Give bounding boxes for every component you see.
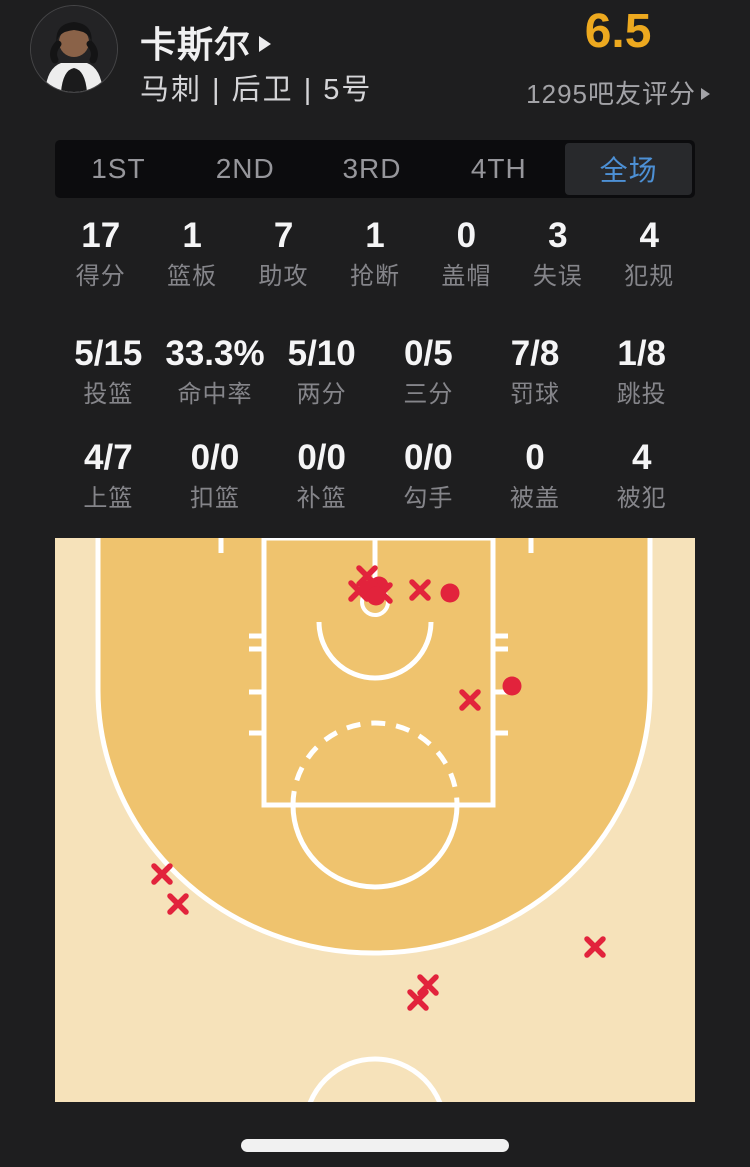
shot-miss-x (407, 989, 429, 1011)
quarter-tabbar: 1ST 2ND 3RD 4TH 全场 (55, 140, 695, 198)
stat-rebounds: 1 篮板 (167, 216, 218, 290)
shot-miss-x (356, 565, 378, 587)
avatar[interactable] (30, 5, 118, 93)
stat-turnovers: 3 失误 (532, 216, 583, 290)
shot-miss-x (459, 689, 481, 711)
tab-3rd[interactable]: 3RD (342, 153, 402, 184)
tab-1st[interactable]: 1ST (91, 153, 146, 184)
stat-dunk: 0/0 扣篮 (190, 438, 240, 512)
stat-steals: 1 抢断 (349, 216, 400, 290)
player-header: 卡斯尔 马刺 | 后卫 | 5号 6.5 1295吧友评分 (0, 0, 750, 130)
lane-rectangle (261, 535, 496, 808)
shot-chart (55, 535, 695, 1167)
stats-row-shot-types: 4/7 上篮 0/0 扣篮 0/0 补篮 0/0 勾手 0 被盖 4 被犯 (55, 436, 695, 518)
rating-count-link[interactable]: 1295吧友评分 (526, 74, 710, 111)
right-triangle-icon (701, 87, 710, 100)
right-triangle-icon (259, 36, 272, 52)
shot-make-dot (440, 583, 460, 603)
rating-block: 6.5 1295吧友评分 (526, 6, 710, 111)
shot-marks-layer (151, 565, 606, 1011)
lane-hashes-right (493, 633, 508, 736)
tab-4th[interactable]: 4TH (470, 153, 527, 184)
free-throw-circle-solid (290, 804, 460, 890)
stats-row-shooting: 5/15 投篮 33.3% 命中率 5/10 两分 0/5 三分 7/8 罚球 1/8 跳投 (55, 332, 695, 414)
stat-fouled: 4 被犯 (616, 438, 667, 512)
free-throw-circle-dashed (290, 720, 460, 806)
stat-3pt: 0/5 三分 (403, 334, 454, 408)
shot-miss-x (417, 974, 439, 996)
shot-miss-x (409, 579, 431, 601)
stats-row-main: 17 得分 1 篮板 7 助攻 1 抢断 0 盖帽 3 失误 4 犯规 (55, 214, 695, 296)
three-point-line (95, 538, 653, 956)
shot-miss-x (348, 580, 370, 602)
stat-fouls: 4 犯规 (624, 216, 675, 290)
shot-miss-x (167, 893, 189, 915)
tab-2nd[interactable]: 2ND (215, 153, 275, 184)
restricted-area-arc (316, 621, 434, 681)
stat-putback: 0/0 补篮 (296, 438, 347, 512)
court-drawing (55, 535, 695, 1167)
stat-assists: 7 助攻 (258, 216, 309, 290)
rating-value: 6.5 (584, 5, 652, 58)
shot-miss-x (151, 863, 173, 885)
stat-fg-pct: 33.3% 命中率 (165, 334, 265, 408)
stat-got-blocked: 0 被盖 (510, 438, 561, 512)
team-position-number: 马刺 | 后卫 | 5号 (140, 74, 373, 106)
baseline-ticks (218, 538, 534, 553)
stat-layup: 4/7 上篮 (83, 438, 134, 512)
tab-full-game[interactable]: 全场 (565, 143, 692, 195)
stat-fg: 5/15 投篮 (74, 334, 143, 408)
shot-make-dot (502, 676, 522, 696)
lane-hashes-left (249, 633, 264, 736)
home-indicator-bar[interactable] (241, 1139, 509, 1152)
stat-points: 17 得分 (75, 216, 126, 290)
stat-2pt: 5/10 两分 (287, 334, 356, 408)
player-name: 卡斯尔 (140, 24, 252, 65)
player-name-row[interactable]: 卡斯尔 (140, 16, 272, 68)
stat-jumpshot: 1/8 跳投 (616, 334, 667, 408)
stat-hook: 0/0 勾手 (403, 438, 454, 512)
stat-blocks: 0 盖帽 (441, 216, 492, 290)
rating-count-label: 1295吧友评分 (526, 79, 696, 109)
player-photo-icon (31, 6, 117, 92)
court-floor-inside-arc (98, 538, 650, 953)
shot-miss-x (584, 936, 606, 958)
stat-ft: 7/8 罚球 (510, 334, 561, 408)
shot-make-dot (366, 586, 386, 606)
